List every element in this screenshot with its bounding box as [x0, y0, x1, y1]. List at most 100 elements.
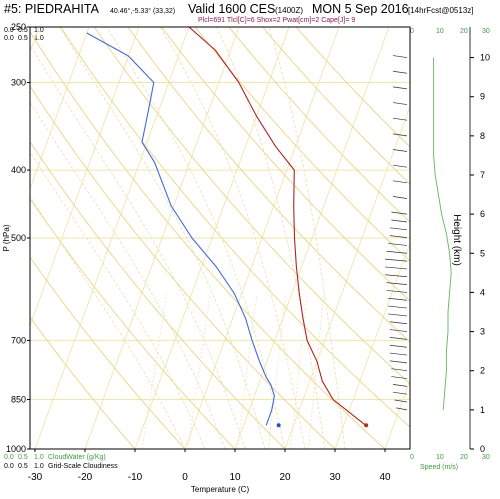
- forecast-date: MON 5 Sep 2016: [312, 2, 409, 16]
- wind-barb: [392, 149, 408, 152]
- pressure-tick-label: 700: [11, 335, 26, 345]
- station-coords: 40.46°,-5.33° (33,32): [110, 7, 175, 15]
- wind-barb: [392, 102, 408, 105]
- height-axis-title: Height (km): [451, 214, 462, 266]
- dry-adiabat: [93, 27, 410, 385]
- dry-adiabat: [30, 85, 336, 449]
- height-tick-label: 1: [480, 405, 485, 415]
- wind-barb: [391, 368, 408, 372]
- temperature-tick-label: -20: [78, 472, 93, 483]
- height-tick-label: 6: [480, 209, 485, 219]
- wind-barb: [389, 360, 408, 364]
- isotherm-line: [334, 242, 410, 449]
- speed-curve: [433, 57, 452, 410]
- wind-panel: 0 1 2 3 4 5 6 7 8 9 10: [384, 27, 490, 454]
- height-tick-label: 3: [480, 327, 485, 337]
- height-tick-label: 0: [480, 444, 485, 454]
- mixing-ratio-line: [267, 293, 287, 449]
- dry-adiabat: [228, 27, 410, 223]
- cloudwater-tick: 1.0: [34, 454, 44, 461]
- sounding-indices: Plcl=691 Tlcl[C]=6 Shox=2 Pwat[cm]=2 Cap…: [198, 17, 355, 24]
- wind-barb: [386, 250, 408, 254]
- moist-adiabat: [268, 27, 346, 449]
- cloudiness-label: Grid-Scale Cloudiness: [48, 463, 118, 470]
- axes: 250 300 400 500 700 850 1000 -30 -20 -10 0 10 20 30 40: [6, 22, 391, 483]
- pressure-tick-label: 300: [11, 78, 26, 88]
- wind-barb: [388, 305, 408, 309]
- scale-tick: 0.5: [18, 27, 28, 34]
- mixing-ratio-line: [187, 293, 211, 449]
- speed-tick: 30: [482, 28, 490, 35]
- scale-tick: 0.0: [4, 35, 14, 42]
- cloudiness-tick: 0.0: [4, 463, 14, 470]
- wind-barb: [389, 344, 408, 348]
- isotherm-line: [234, 27, 390, 449]
- wind-barb: [392, 86, 408, 90]
- temperature-tick-label: 30: [329, 472, 341, 483]
- dry-adiabat: [30, 316, 136, 449]
- wind-barb: [392, 384, 408, 387]
- top-right-speed-scale: 0 10 20 30: [410, 28, 490, 35]
- temperature-tick-label: -30: [28, 472, 43, 483]
- pressure-tick-label: 400: [11, 165, 26, 175]
- temperature-tick-label: 40: [379, 472, 391, 483]
- wind-barb: [389, 337, 408, 340]
- speed-tick: 30: [482, 454, 490, 461]
- cloudiness-tick: 0.5: [18, 463, 28, 470]
- wind-barb: [396, 407, 408, 411]
- speed-label: Speed (m/s): [420, 464, 458, 471]
- top-left-scale: 0.0 0.5 1.0 0.0 0.5 1.0: [4, 27, 44, 42]
- isotherm-line: [30, 27, 90, 190]
- dry-adiabat: [161, 27, 410, 302]
- wind-barb: [392, 196, 408, 199]
- station-title: #5: PIEDRAHITA: [4, 2, 100, 16]
- thermo-grid: [30, 27, 410, 449]
- dry-adiabat: [262, 27, 410, 185]
- wind-barb: [389, 321, 408, 325]
- wind-barb: [386, 282, 408, 285]
- wind-barb: [384, 274, 408, 278]
- speed-tick: 0: [410, 28, 414, 35]
- isotherm-line: [184, 27, 340, 449]
- height-tick-label: 7: [480, 170, 485, 180]
- moist-adiabat: [159, 27, 306, 449]
- wind-barb: [392, 164, 408, 168]
- mixing-ratio-line: [237, 293, 258, 449]
- cloudwater-tick: 0.0: [4, 454, 14, 461]
- mixing-ratio-line: [290, 293, 308, 449]
- profile-lines: [86, 27, 369, 428]
- mixing-ratio-line: [308, 293, 325, 449]
- forecast-run: [14hrFcst@0513z]: [408, 6, 473, 15]
- wind-barb: [391, 219, 408, 223]
- isotherm-line: [84, 27, 240, 449]
- wind-barb: [388, 313, 408, 317]
- scale-tick: 1.0: [34, 35, 44, 42]
- scale-tick: 1.0: [34, 27, 44, 34]
- cloudwater-label: CloudWater (g/Kg): [48, 454, 106, 461]
- height-tick-label: 4: [480, 287, 485, 297]
- wind-barb: [389, 235, 408, 238]
- moist-adiabat: [30, 44, 246, 449]
- pressure-tick-label: 850: [11, 395, 26, 405]
- scale-tick: 0.5: [18, 35, 28, 42]
- moist-adiabat: [30, 151, 206, 449]
- temperature-tick-label: 10: [229, 472, 241, 483]
- cloudiness-tick: 1.0: [34, 463, 44, 470]
- speed-tick: 10: [436, 28, 444, 35]
- wind-barb: [388, 243, 408, 246]
- temperature-tick-label: -10: [128, 472, 143, 483]
- x-axis-title: Temperature (C): [191, 485, 250, 494]
- valid-time: Valid 1600 CES: [188, 2, 275, 16]
- wind-barb: [391, 376, 408, 379]
- height-tick-label: 5: [480, 248, 485, 258]
- zulu-time: (1400Z): [275, 6, 303, 15]
- wind-barb: [389, 227, 408, 231]
- wind-barb: [389, 352, 408, 356]
- wind-barb: [391, 211, 408, 215]
- isotherm-line: [34, 27, 190, 449]
- moist-adiabat: [59, 27, 266, 449]
- pressure-tick-label: 500: [11, 233, 26, 243]
- dry-adiabat: [30, 140, 286, 449]
- wind-barb: [392, 180, 408, 184]
